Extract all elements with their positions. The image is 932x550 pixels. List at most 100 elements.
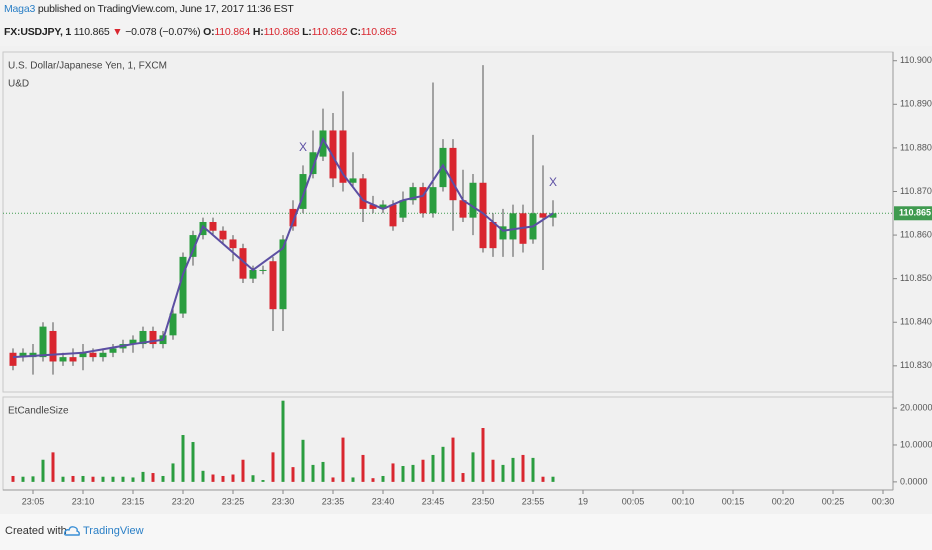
candle-body [389,204,397,227]
indicator-pane [2,396,894,491]
bar [541,476,545,482]
bar [451,437,455,482]
published: published on TradingView.com, June 17, 2… [37,3,294,15]
bar [331,477,335,482]
bar [431,454,435,482]
candle-body [59,357,67,362]
candle-body [359,178,367,209]
bar [121,476,125,482]
candle-body [539,213,547,218]
candle-body [279,239,287,310]
candle-body [549,213,557,218]
candle-body [319,130,327,157]
x-tick-label: 19 [578,496,588,506]
candle-body [9,352,17,366]
bar [461,473,465,482]
o-value: 110.864 [214,26,251,38]
bar [411,464,415,482]
bar [21,476,25,482]
c-label: C: [350,26,361,38]
change: −0.078 (−0.07%) [125,26,201,38]
bar [171,463,175,482]
x-tick-label: 00:10 [672,496,695,506]
bar [241,459,245,482]
bar [111,476,115,482]
overlay-line [12,136,554,359]
candle-body [39,326,47,358]
candle-body [109,348,117,353]
marker: X [549,175,557,189]
y-tick-label: 110.890 [900,99,932,109]
candle-body [169,313,177,336]
l-value: 110.862 [311,26,348,38]
x-tick-label: 23:20 [172,496,195,506]
candle-body [189,235,197,257]
bar [61,476,65,482]
c-value: 110.865 [360,26,397,38]
candle-body [139,330,147,345]
footer-text: Created with [5,525,67,537]
bar [201,470,205,482]
bar [41,459,45,482]
bar [491,459,495,482]
last-price-tag [894,206,932,221]
candle-body [439,147,447,188]
bar [131,477,135,482]
l-label: L: [302,26,312,38]
indicator-title: EtCandleSize [8,406,69,417]
candle-body [489,222,497,249]
author[interactable]: Maga3 [4,3,36,15]
bar [51,452,55,482]
bar [371,478,375,482]
publish-line: Maga3 published on TradingView.com, June… [4,3,294,15]
bar [31,476,35,482]
o-label: O: [203,26,215,38]
candle-body [209,222,217,231]
candle-body [99,352,107,358]
last: 110.865 [73,26,110,38]
x-tick-label: 00:20 [772,496,795,506]
bar [91,476,95,482]
candle-body [499,226,507,240]
brand[interactable]: TradingView [83,525,144,537]
x-tick-label: 23:25 [222,496,245,506]
y-tick-label: 10.0000 [900,439,932,449]
candle-body [379,204,387,209]
last-price-label: 110.865 [899,208,931,218]
candle-body [129,339,137,345]
y-tick-label: 20.0000 [900,402,932,412]
bar [261,480,265,482]
bar [81,475,85,482]
candle-body [239,248,247,279]
bar [501,464,505,482]
x-tick-label: 23:10 [72,496,95,506]
h-label: H: [252,26,264,38]
x-tick-label: 23:15 [122,496,145,506]
bar [141,471,145,482]
candle-body [149,330,157,345]
bar [221,475,225,482]
bar [381,475,385,482]
x-tick-label: 23:35 [322,496,345,506]
y-tick-label: 110.850 [900,273,932,283]
bar [471,452,475,482]
candle-body [329,130,337,179]
x-tick-label: 00:05 [622,496,645,506]
candle-body [399,200,407,218]
x-tick-label: 23:40 [372,496,395,506]
candle-body [69,357,77,362]
candle-body [509,213,517,240]
y-tick-label: 110.830 [900,360,932,370]
x-tick-label: 23:55 [522,496,545,506]
candle-body [269,261,277,310]
h-value: 110.868 [263,26,300,38]
bar [481,428,485,482]
bar [191,442,195,482]
logo [64,526,80,536]
overlay-legend: U&D [8,79,29,90]
bar [291,467,295,482]
candle-body [19,352,27,358]
bar [391,463,395,482]
